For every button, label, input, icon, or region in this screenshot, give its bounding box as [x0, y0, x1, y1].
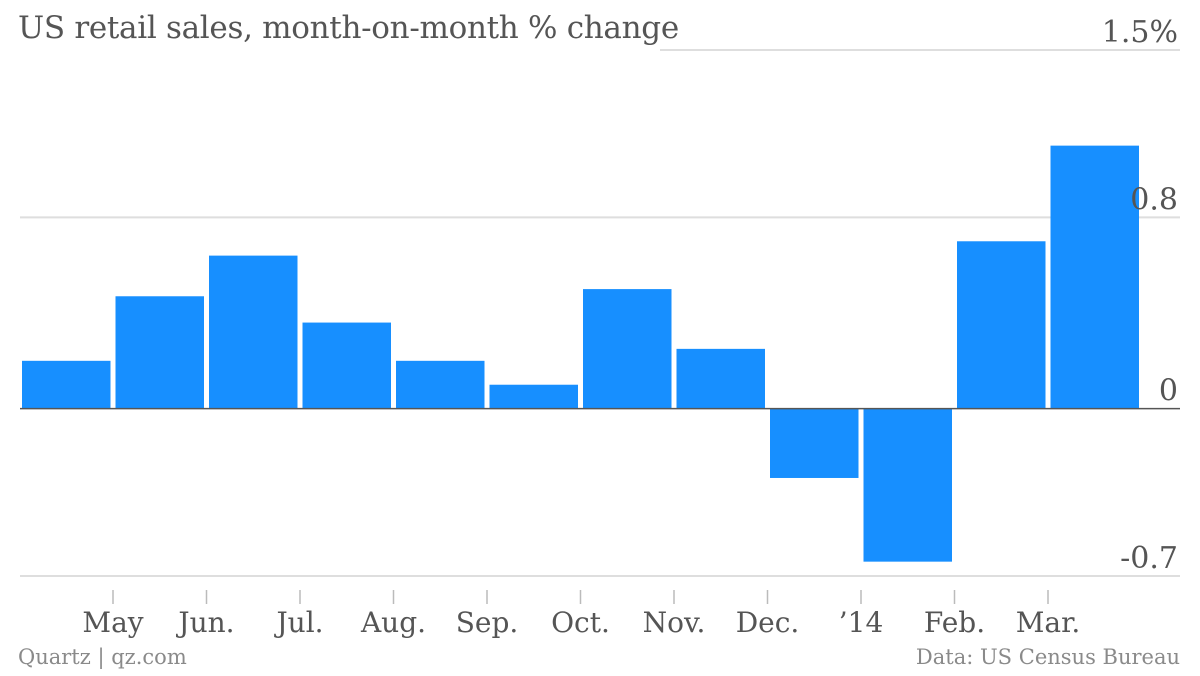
x-tick-label: Jun. — [175, 606, 234, 639]
bar-7 — [583, 289, 672, 409]
bar-2 — [115, 296, 204, 409]
x-tick-label: Mar. — [1016, 606, 1081, 639]
y-axis-labels: 1.5% 0.8 0 -0.7 — [1102, 15, 1178, 576]
x-tick-label: Jul. — [273, 606, 323, 639]
bar-10 — [863, 408, 952, 562]
bar-3 — [209, 255, 298, 409]
x-tick-label: Nov. — [643, 606, 706, 639]
x-tick-label: Aug. — [360, 606, 426, 639]
bar-6 — [489, 384, 578, 409]
x-tick-label: Dec. — [736, 606, 800, 639]
y-tick-label: 1.5% — [1102, 15, 1178, 50]
bar-11 — [957, 241, 1046, 409]
bar-12 — [1050, 145, 1139, 409]
y-tick-label: -0.7 — [1120, 541, 1178, 576]
credit-label: Quartz | qz.com — [18, 645, 187, 669]
source-label: Data: US Census Bureau — [915, 645, 1180, 669]
y-tick-label: 0 — [1159, 374, 1178, 409]
x-tick-label: Oct. — [551, 606, 610, 639]
bar-4 — [302, 322, 391, 409]
x-tick-label: Feb. — [924, 606, 985, 639]
bar-5 — [396, 360, 485, 409]
chart-title: US retail sales, month-on-month % change — [18, 10, 679, 46]
bar-8 — [676, 348, 765, 409]
x-tick-label: May — [82, 606, 143, 639]
gridlines — [20, 49, 1180, 577]
x-tick-label: Sep. — [456, 606, 519, 639]
x-tick-label: ’14 — [839, 606, 884, 639]
y-tick-label: 0.8 — [1130, 182, 1178, 217]
bar-1 — [22, 360, 111, 409]
x-axis-labels: May Jun. Jul. Aug. Sep. Oct. Nov. Dec. ’14 Feb. Ma… — [82, 590, 1080, 639]
bar-9 — [770, 408, 859, 478]
bars — [22, 145, 1139, 562]
